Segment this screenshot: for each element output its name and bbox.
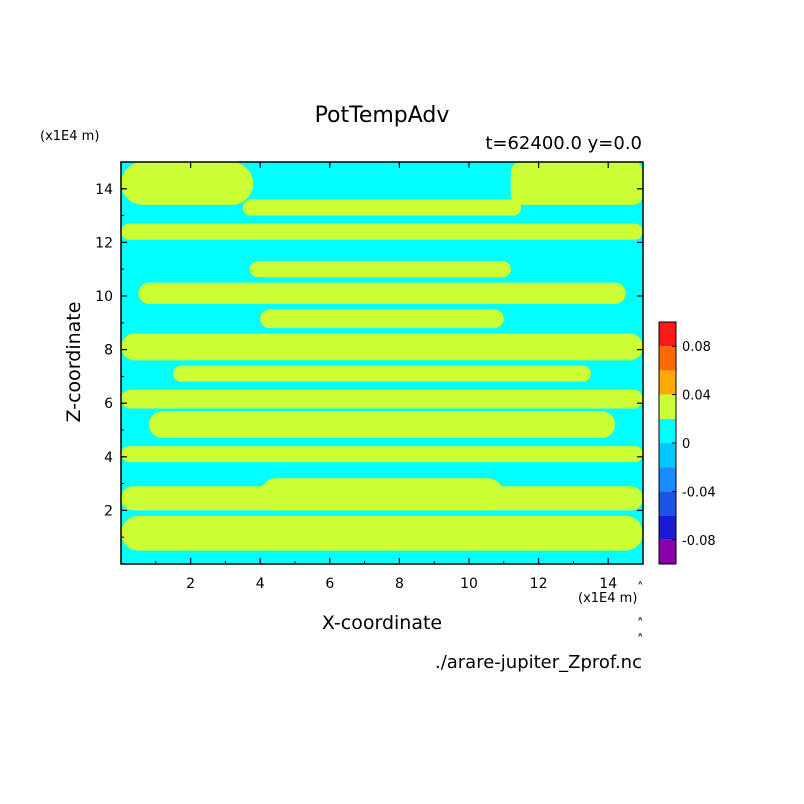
colorbar-tick-label: -0.04 [682,485,716,500]
colorbar-tick-label: 0.08 [682,340,711,355]
colorbar-swatch [659,467,676,492]
y-tick-label: 12 [95,235,113,251]
field-band [121,515,643,551]
field-band [121,162,254,205]
marker-dot: ˄ [637,633,644,648]
y-unit-label: (x1E4 m) [40,129,99,144]
y-tick-label: 14 [95,182,113,198]
y-tick-label: 6 [104,396,113,412]
field-band [249,261,511,278]
marker-dot: ˄ [637,617,644,632]
x-tick-label: 8 [395,576,404,592]
y-axis-label: Z-coordinate [63,302,85,423]
field-band [138,282,626,305]
x-tick-label: 6 [325,576,334,592]
field-band [121,223,643,240]
marker-dot: ˄ [637,581,644,596]
colorbar-tick-label: -0.08 [682,534,716,549]
x-tick-label: 4 [256,576,265,592]
y-tick-label: 4 [104,450,113,466]
x-tick-label: 10 [460,576,478,592]
y-tick-label: 8 [104,343,113,359]
x-tick-label: 2 [186,576,195,592]
y-axis-ticks: 2 4 6 8 10 12 14 [95,182,643,538]
field-band [121,486,643,511]
colorbar-swatch [659,322,676,347]
field-band [121,389,643,409]
footer-filename: ./arare-jupiter_Zprof.nc [435,652,642,673]
field-band [121,333,643,361]
field-band [260,309,504,329]
field-band [121,446,643,463]
colorbar-swatch [659,491,676,516]
field-band [148,411,616,439]
colorbar-tick-label: 0.04 [682,389,711,404]
x-unit-label: (x1E4 m) [578,591,637,606]
x-axis-label: X-coordinate [322,612,442,634]
x-axis-ticks: 2 4 6 8 10 12 14 [155,162,617,592]
y-tick-label: 10 [95,289,113,305]
colorbar-swatch [659,515,676,540]
chart-subtitle: t=62400.0 y=0.0 [485,133,642,154]
colorbar-swatch [659,346,676,371]
colorbar-swatch [659,418,676,443]
colorbar-swatch [659,539,676,564]
colorbar: 0.08 0.04 0 -0.04 -0.08 [658,321,716,565]
colorbar-swatch [659,370,676,395]
field-band [173,365,591,382]
plot-frame [120,161,644,565]
y-tick-label: 2 [104,503,113,519]
field-band [510,162,643,205]
chart-title: PotTempAdv [315,103,450,128]
colorbar-swatch [659,394,676,419]
colorbar-tick-label: 0 [682,437,690,452]
x-tick-label: 12 [530,576,548,592]
field-band [242,199,522,216]
colorbar-swatch [659,443,676,468]
contour-field [121,162,643,564]
x-tick-label: 14 [599,576,617,592]
